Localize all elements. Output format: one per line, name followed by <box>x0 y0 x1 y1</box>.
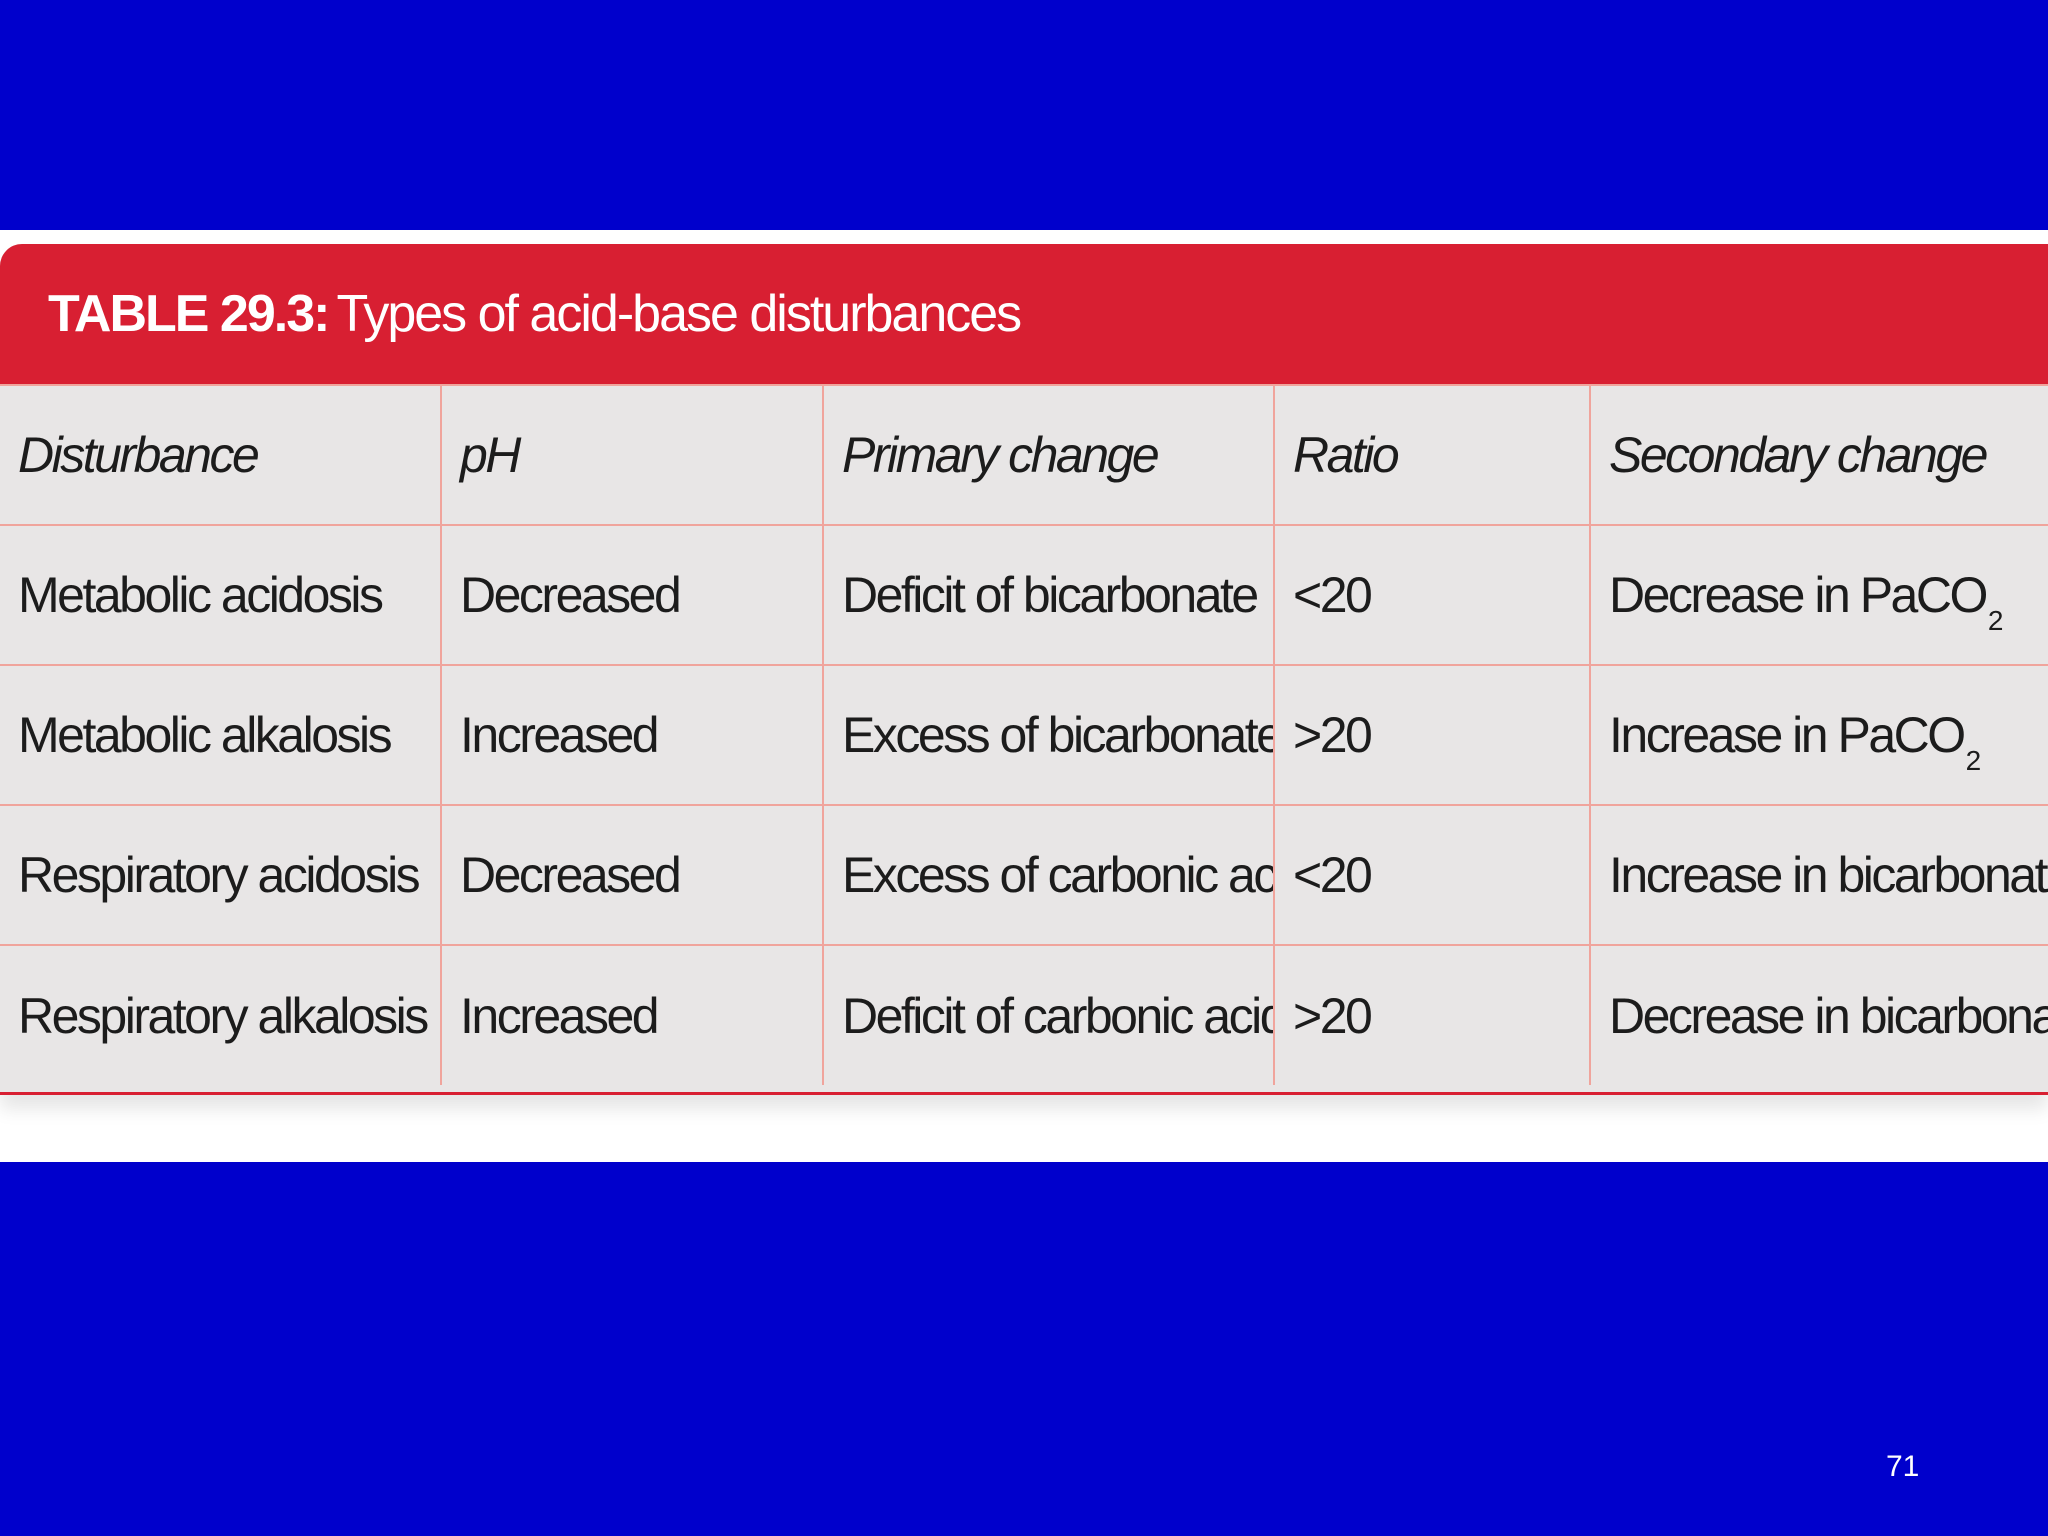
column-header-ratio: Ratio <box>1273 384 1590 525</box>
table-row: Metabolic acidosis Decreased Deficit of … <box>0 524 2048 665</box>
cell-primary-change: Deficit of carbonic acid <box>822 944 1274 1085</box>
cell-ratio: <20 <box>1273 524 1590 665</box>
table-row: Metabolic alkalosis Increased Excess of … <box>0 664 2048 805</box>
cell-ph: Decreased <box>440 524 823 665</box>
acid-base-table: TABLE 29.3: Types of acid-base disturban… <box>0 244 2048 1095</box>
table-caption-title: Types of acid-base disturbances <box>336 285 1022 343</box>
subscript-2: 2 <box>1965 745 1982 776</box>
cell-primary-change: Excess of bicarbonate <box>822 664 1274 805</box>
table-row: Respiratory alkalosis Increased Deficit … <box>0 944 2048 1085</box>
table-header-row: Disturbance pH Primary change Ratio Seco… <box>0 384 2048 525</box>
secondary-change-text: Increase in PaCO <box>1609 707 1966 763</box>
cell-secondary-change: Decrease in PaCO2 <box>1589 524 2048 665</box>
slide-number: 71 <box>1886 1450 1920 1483</box>
cell-disturbance: Metabolic acidosis <box>0 524 441 665</box>
cell-ratio: <20 <box>1273 804 1590 945</box>
cell-ratio: >20 <box>1273 944 1590 1085</box>
table-caption-label: TABLE 29.3: <box>48 285 330 343</box>
subscript-2: 2 <box>1987 605 2004 636</box>
cell-ratio: >20 <box>1273 664 1590 805</box>
cell-ph: Decreased <box>440 804 823 945</box>
cell-disturbance: Respiratory acidosis <box>0 804 441 945</box>
cell-disturbance: Respiratory alkalosis <box>0 944 441 1085</box>
cell-ph: Increased <box>440 664 823 805</box>
table-caption: TABLE 29.3: Types of acid-base disturban… <box>0 244 2048 384</box>
data-table: Disturbance pH Primary change Ratio Seco… <box>0 384 2048 1085</box>
column-header-disturbance: Disturbance <box>0 384 441 525</box>
cell-ph: Increased <box>440 944 823 1085</box>
cell-disturbance: Metabolic alkalosis <box>0 664 441 805</box>
table-row: Respiratory acidosis Decreased Excess of… <box>0 804 2048 945</box>
cell-primary-change: Deficit of bicarbonate <box>822 524 1274 665</box>
cell-secondary-change: Decrease in bicarbonate <box>1589 944 2048 1085</box>
cell-secondary-change: Increase in PaCO2 <box>1589 664 2048 805</box>
table-panel: TABLE 29.3: Types of acid-base disturban… <box>0 230 2048 1162</box>
cell-secondary-change: Increase in bicarbonate <box>1589 804 2048 945</box>
secondary-change-text: Decrease in PaCO <box>1609 567 1988 623</box>
cell-primary-change: Excess of carbonic acid <box>822 804 1274 945</box>
column-header-ph: pH <box>440 384 823 525</box>
column-header-primary-change: Primary change <box>822 384 1274 525</box>
column-header-secondary-change: Secondary change <box>1589 384 2048 525</box>
